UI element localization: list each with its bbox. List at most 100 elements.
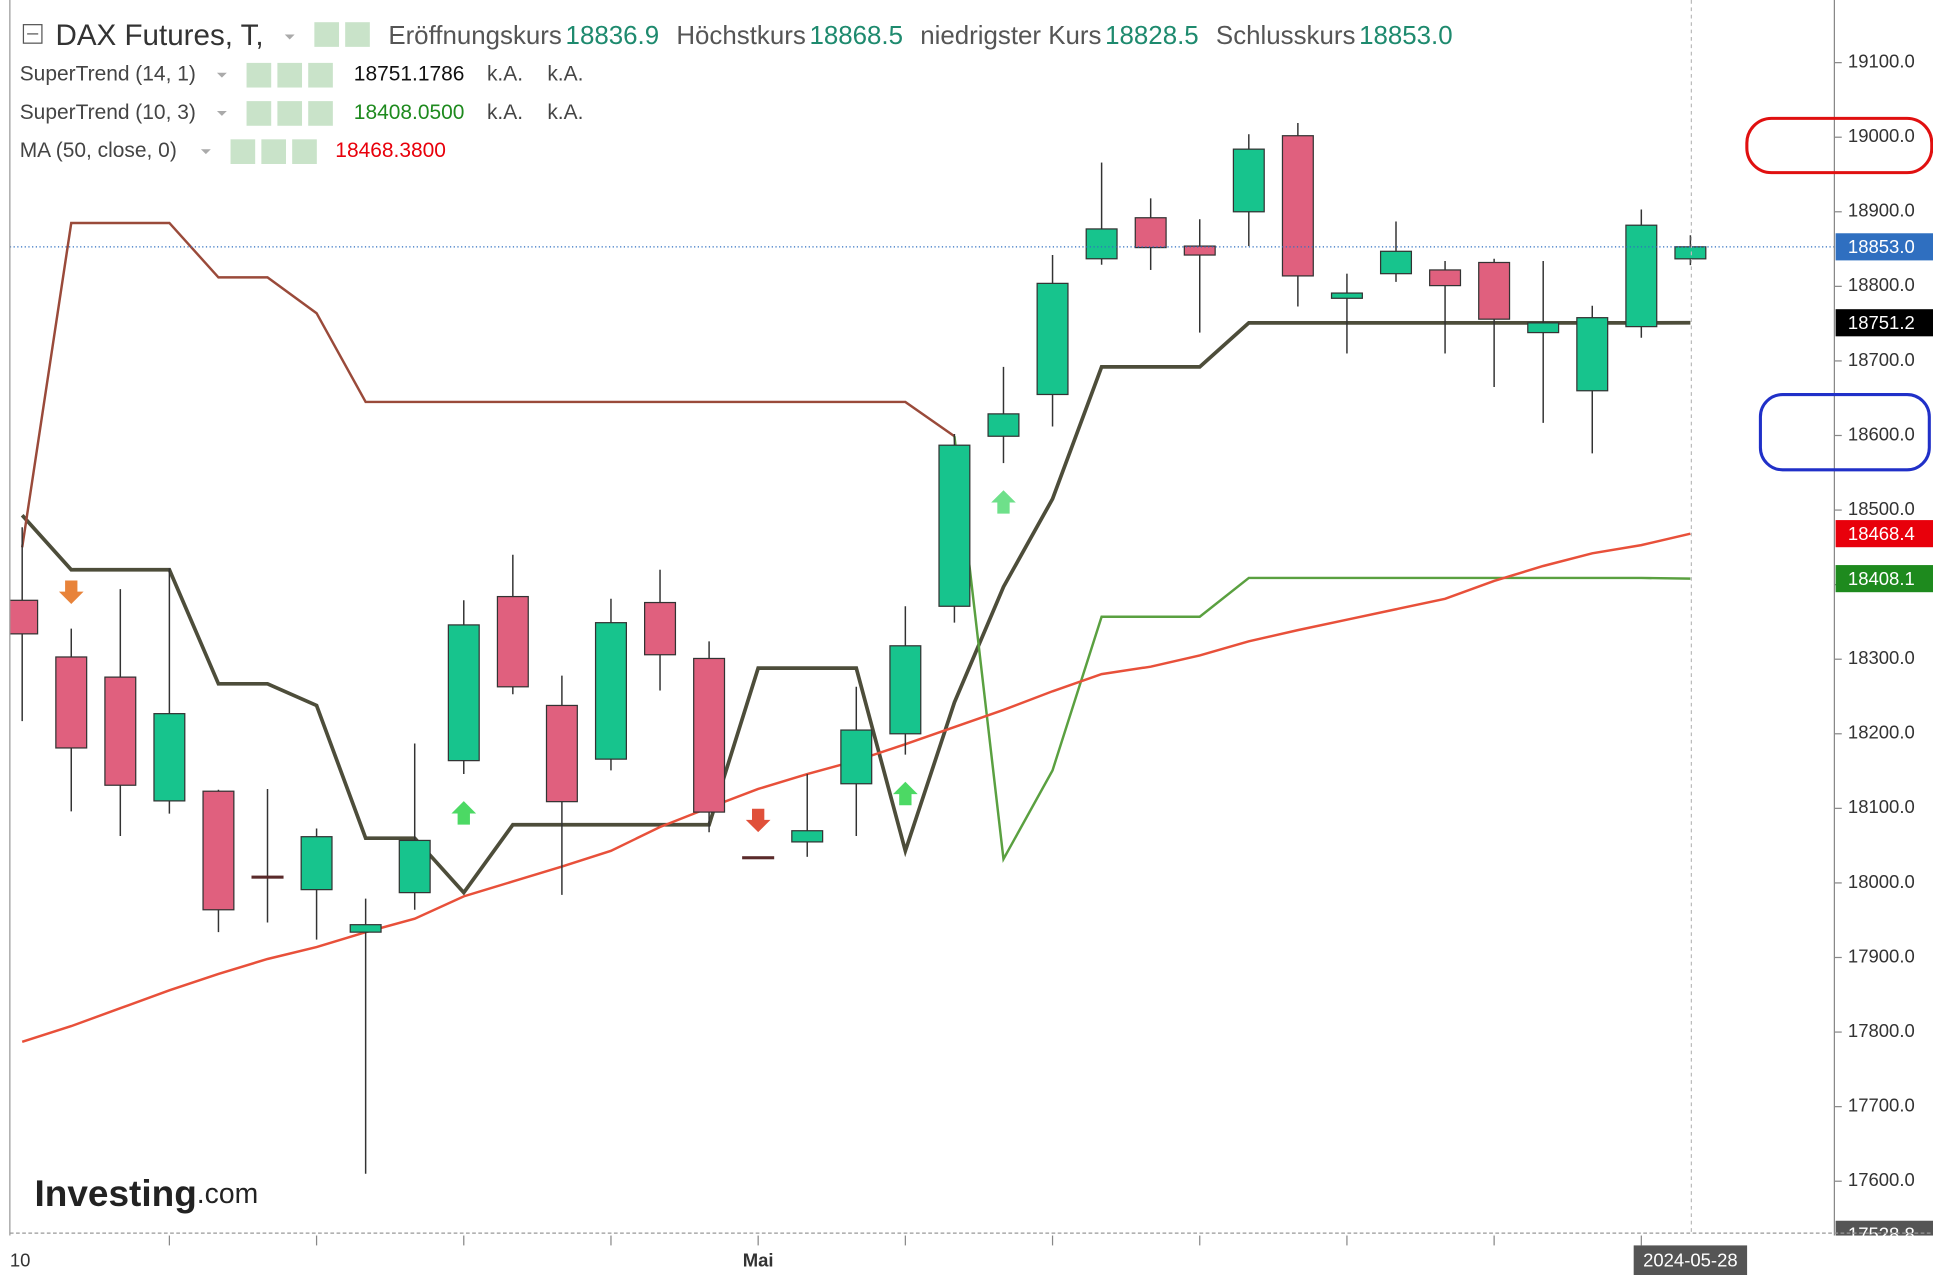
candle-body (202, 790, 235, 911)
y-tick-label: 18300.0 (1848, 647, 1915, 668)
legend-icon[interactable] (277, 101, 303, 126)
signal-arrow (58, 580, 84, 604)
x-axis-band (0, 1235, 1933, 1275)
y-tick-label: 18100.0 (1848, 796, 1915, 817)
legend-icon[interactable] (292, 139, 317, 164)
candle-body (104, 676, 137, 786)
legend-name: SuperTrend (14, 1) (20, 63, 196, 86)
legend-icon[interactable] (261, 139, 287, 164)
legend-value: 18751.1786 (354, 63, 465, 86)
candle-body (791, 830, 824, 843)
legend-value: 18468.3800 (335, 139, 446, 162)
price-tag-label: 18468.4 (1848, 523, 1915, 544)
header: DAX Futures, T, Eröffnungskurs 18836.9 Höc… (22, 19, 1453, 52)
candle-body (349, 924, 382, 933)
candle-body (1478, 261, 1511, 320)
candle-body (1429, 269, 1462, 287)
y-tick-label: 19000.0 (1848, 125, 1915, 146)
collapse-icon[interactable] (22, 24, 43, 44)
ohlc-value: 18836.9 (566, 22, 660, 50)
dropdown-caret[interactable] (216, 72, 227, 78)
candle-body (1281, 135, 1314, 277)
legend-name: SuperTrend (10, 3) (20, 101, 196, 124)
legend-icon[interactable] (308, 62, 333, 88)
eye-icon[interactable] (314, 22, 340, 47)
legend-icon[interactable] (230, 139, 256, 164)
y-tick-label: 18800.0 (1848, 274, 1915, 295)
plot-area (9, 123, 1835, 1174)
y-tick-label: 17600.0 (1848, 1169, 1915, 1190)
signal-arrow (451, 801, 477, 825)
signal-arrow (745, 808, 771, 833)
y-tick-label: 19100.0 (1848, 51, 1915, 72)
dropdown-caret[interactable] (216, 110, 227, 116)
candle-body (153, 713, 186, 802)
legend-extra: k.A. (547, 63, 583, 86)
price-tag (1835, 309, 1933, 337)
legend-extra: k.A. (487, 63, 523, 86)
candle-body (644, 601, 677, 656)
watermark-domain: .com (197, 1179, 258, 1211)
y-tick-label: 18200.0 (1848, 722, 1915, 743)
ohlc-label: Schlusskurs (1216, 22, 1355, 50)
y-tick-label: 18000.0 (1848, 871, 1915, 892)
watermark-brand: Investing (35, 1173, 197, 1214)
x-tick-label: Mai (743, 1249, 774, 1270)
candle-body (9, 599, 39, 635)
y-tick-label: 18700.0 (1848, 349, 1915, 370)
annotation-oval (1745, 116, 1933, 175)
candle-body (1232, 148, 1265, 213)
candle-body (1379, 250, 1413, 275)
legend-icon[interactable] (246, 62, 272, 88)
indicator-line (953, 436, 1691, 864)
dropdown-caret[interactable] (284, 34, 295, 40)
candle-body (1085, 228, 1118, 260)
candle-body (1625, 224, 1658, 328)
x-axis: 10 Mai 2024-05-28 (0, 1232, 1933, 1275)
candle-body (251, 875, 284, 879)
y-tick-label: 17800.0 (1848, 1020, 1915, 1041)
price-tag (1835, 520, 1933, 548)
legend: SuperTrend (14, 1) 18751.1786 k.A. k.A. Supe… (20, 62, 583, 164)
price-tag (1835, 565, 1933, 593)
annotation-oval (1758, 393, 1931, 472)
candle-body (1527, 322, 1560, 334)
candle-body (545, 704, 578, 803)
legend-icon[interactable] (277, 62, 303, 88)
candle-body (1674, 246, 1707, 260)
ohlc-header: Eröffnungskurs 18836.9 Höchstkurs 18868.5 ni… (388, 22, 1452, 50)
x-label-box (1633, 1245, 1748, 1275)
candle-body (889, 645, 922, 735)
price-tag-label: 18751.2 (1848, 312, 1915, 333)
candle-body (938, 444, 971, 607)
candle-body (594, 622, 627, 760)
candle-body (398, 839, 431, 894)
legend-icon[interactable] (246, 101, 272, 126)
candle-body (742, 856, 775, 860)
indicator-line (20, 320, 1691, 896)
legend-name: MA (50, close, 0) (20, 139, 177, 162)
y-tick-label: 18600.0 (1848, 423, 1915, 444)
y-tick-label: 18900.0 (1848, 200, 1915, 221)
ohlc-label: Höchstkurs (676, 22, 805, 50)
legend-extra: k.A. (547, 101, 583, 124)
chart-title: DAX Futures, T, (55, 19, 263, 52)
candle-body (300, 836, 333, 891)
x-tick-label: 10 (10, 1249, 31, 1270)
candle-body (1576, 317, 1609, 392)
candle-body (1036, 282, 1069, 396)
candle-body (840, 729, 873, 785)
candle-body (496, 595, 529, 688)
y-tick-label: 18500.0 (1848, 498, 1915, 519)
dropdown-caret[interactable] (200, 149, 211, 155)
price-tag-label: 18853.0 (1848, 236, 1915, 257)
ohlc-label: Eröffnungskurs (388, 22, 562, 50)
indicator-line (20, 221, 956, 548)
settings-icon[interactable] (345, 22, 370, 47)
ohlc-label: niedrigster Kurs (920, 22, 1101, 50)
legend-icon[interactable] (308, 101, 333, 126)
candle-body (1330, 292, 1363, 299)
